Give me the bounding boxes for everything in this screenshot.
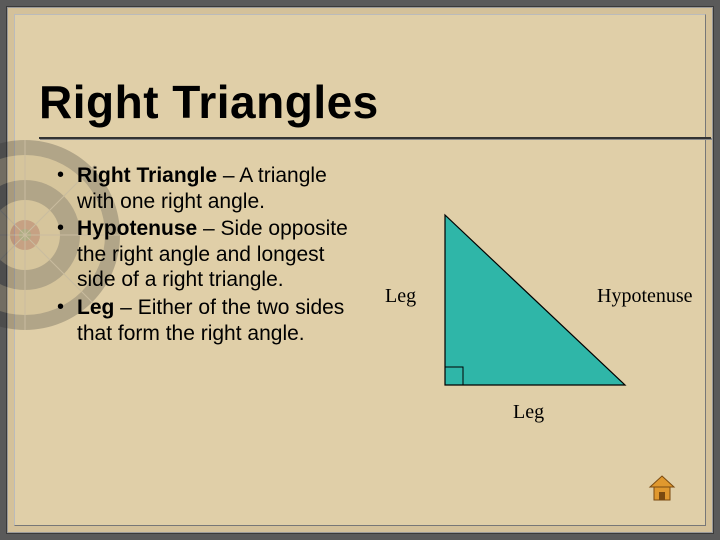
bullet-term: Hypotenuse: [77, 217, 197, 240]
bullet-item: Leg – Either of the two sides that form …: [55, 295, 355, 346]
bullet-item: Hypotenuse – Side opposite the right ang…: [55, 216, 355, 293]
triangle-diagram: Leg Hypotenuse Leg: [385, 205, 715, 465]
bullet-term: Right Triangle: [77, 164, 217, 187]
label-leg-base: Leg: [513, 401, 544, 424]
bullet-definition: – Either of the two sides that form the …: [77, 296, 344, 345]
inner-frame: Right Triangles Right Triangle – A trian…: [14, 14, 706, 526]
label-hypotenuse: Hypotenuse: [597, 285, 693, 308]
home-button[interactable]: [647, 473, 677, 503]
bullet-item: Right Triangle – A triangle with one rig…: [55, 163, 355, 214]
slide-title: Right Triangles: [39, 75, 379, 129]
label-leg-vertical: Leg: [385, 285, 416, 308]
slide: Right Triangles Right Triangle – A trian…: [0, 0, 720, 540]
bullet-term: Leg: [77, 296, 114, 319]
bullet-list: Right Triangle – A triangle with one rig…: [55, 163, 355, 348]
title-underline: [39, 137, 711, 139]
home-icon: [647, 473, 677, 503]
